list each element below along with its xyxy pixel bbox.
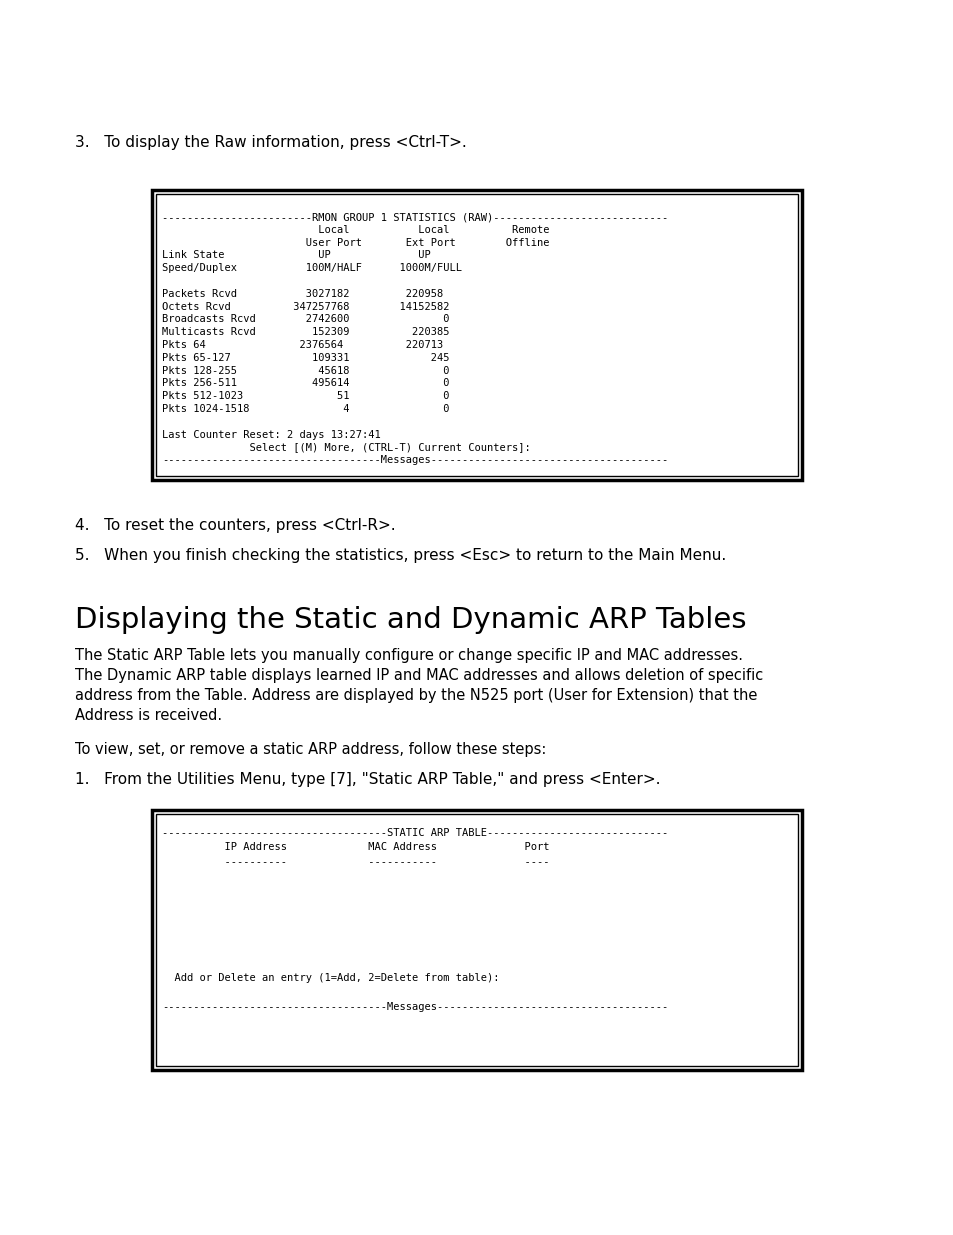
- Text: address from the Table. Address are displayed by the N525 port (User for Extensi: address from the Table. Address are disp…: [75, 688, 757, 703]
- Text: Pkts 65-127             109331             245: Pkts 65-127 109331 245: [162, 353, 449, 363]
- Text: IP Address             MAC Address              Port: IP Address MAC Address Port: [162, 842, 549, 852]
- Text: Multicasts Rcvd         152309          220385: Multicasts Rcvd 152309 220385: [162, 327, 449, 337]
- Text: Pkts 128-255             45618               0: Pkts 128-255 45618 0: [162, 366, 449, 375]
- Text: 1.   From the Utilities Menu, type [7], "Static ARP Table," and press <Enter>.: 1. From the Utilities Menu, type [7], "S…: [75, 772, 659, 787]
- Text: Octets Rcvd          347257768        14152582: Octets Rcvd 347257768 14152582: [162, 301, 449, 311]
- Text: Local           Local          Remote: Local Local Remote: [162, 225, 549, 235]
- Text: ------------------------------------Messages------------------------------------: ------------------------------------Mess…: [162, 1002, 667, 1011]
- Text: Last Counter Reset: 2 days 13:27:41: Last Counter Reset: 2 days 13:27:41: [162, 430, 380, 440]
- Text: User Port       Ext Port        Offline: User Port Ext Port Offline: [162, 237, 549, 247]
- Text: 4.   To reset the counters, press <Ctrl-R>.: 4. To reset the counters, press <Ctrl-R>…: [75, 517, 395, 534]
- Text: Pkts 512-1023               51               0: Pkts 512-1023 51 0: [162, 391, 449, 401]
- Text: Add or Delete an entry (1=Add, 2=Delete from table):: Add or Delete an entry (1=Add, 2=Delete …: [162, 973, 499, 983]
- Text: To view, set, or remove a static ARP address, follow these steps:: To view, set, or remove a static ARP add…: [75, 742, 546, 757]
- Bar: [152, 810, 801, 1070]
- Text: 5.   When you finish checking the statistics, press <Esc> to return to the Main : 5. When you finish checking the statisti…: [75, 548, 725, 563]
- Text: The Static ARP Table lets you manually configure or change specific IP and MAC a: The Static ARP Table lets you manually c…: [75, 648, 742, 663]
- Text: -----------------------------------Messages-------------------------------------: -----------------------------------Messa…: [162, 456, 667, 466]
- Bar: [152, 190, 801, 480]
- Text: Select [(M) More, (CTRL-T) Current Counters]:: Select [(M) More, (CTRL-T) Current Count…: [162, 442, 530, 452]
- Text: ------------------------------------STATIC ARP TABLE----------------------------: ------------------------------------STAT…: [162, 827, 667, 839]
- Text: 3.   To display the Raw information, press <Ctrl-T>.: 3. To display the Raw information, press…: [75, 135, 466, 149]
- Bar: [156, 194, 797, 475]
- Text: Pkts 256-511            495614               0: Pkts 256-511 495614 0: [162, 378, 449, 388]
- Text: ----------             -----------              ----: ---------- ----------- ----: [162, 857, 549, 867]
- Text: Broadcasts Rcvd        2742600               0: Broadcasts Rcvd 2742600 0: [162, 315, 449, 325]
- Text: Pkts 64               2376564          220713: Pkts 64 2376564 220713: [162, 340, 443, 350]
- Text: Address is received.: Address is received.: [75, 708, 222, 722]
- Text: Link State               UP              UP: Link State UP UP: [162, 251, 431, 261]
- Text: ------------------------RMON GROUP 1 STATISTICS (RAW)---------------------------: ------------------------RMON GROUP 1 STA…: [162, 212, 667, 222]
- Text: Packets Rcvd           3027182         220958: Packets Rcvd 3027182 220958: [162, 289, 443, 299]
- Text: Speed/Duplex           100M/HALF      1000M/FULL: Speed/Duplex 100M/HALF 1000M/FULL: [162, 263, 461, 273]
- Bar: [156, 814, 797, 1066]
- Text: Displaying the Static and Dynamic ARP Tables: Displaying the Static and Dynamic ARP Ta…: [75, 606, 745, 634]
- Text: Pkts 1024-1518               4               0: Pkts 1024-1518 4 0: [162, 404, 449, 414]
- Text: The Dynamic ARP table displays learned IP and MAC addresses and allows deletion : The Dynamic ARP table displays learned I…: [75, 668, 762, 683]
